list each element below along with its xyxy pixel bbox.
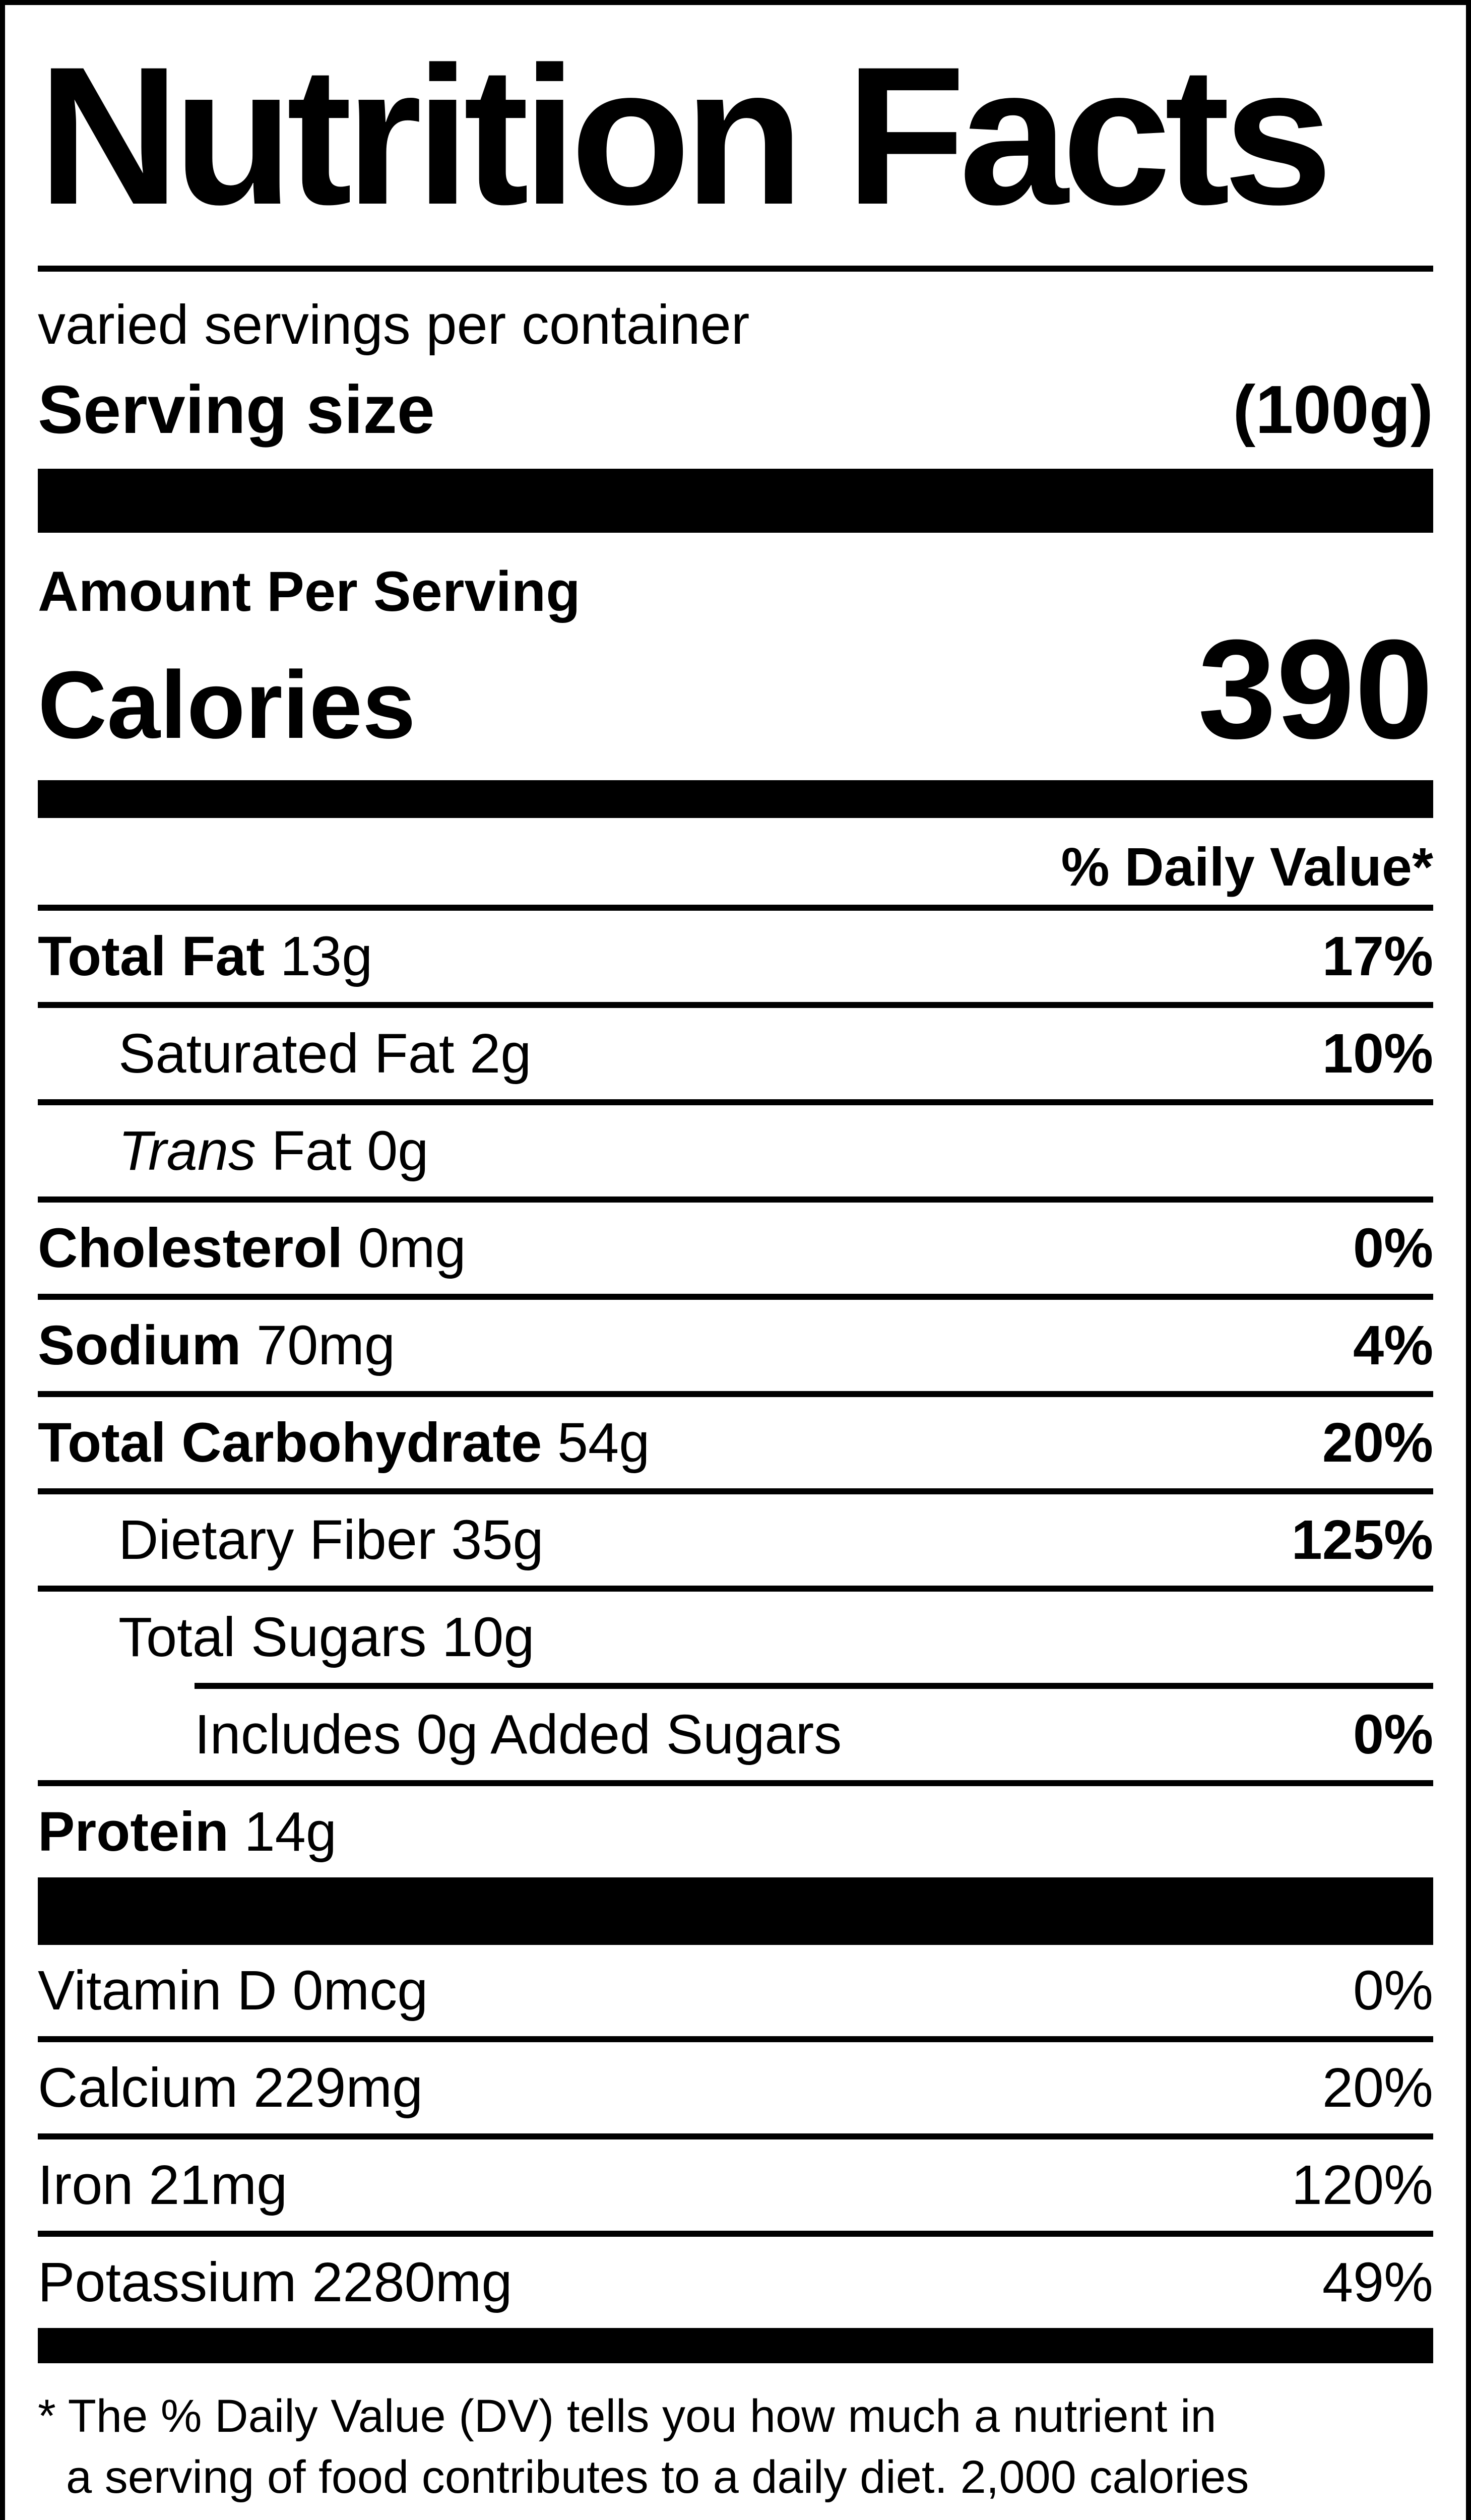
nutrient-row-total-sugars: Total Sugars 10g — [38, 1592, 1433, 1683]
nutrient-row-dietary-fiber: Dietary Fiber 35g 125% — [38, 1494, 1433, 1592]
nutrient-name: Cholesterol 0mg — [38, 1217, 466, 1279]
nutrient-percent: 20% — [1322, 1411, 1433, 1474]
separator-bar-medium — [38, 780, 1433, 818]
nutrient-percent: 125% — [1291, 1508, 1433, 1571]
vitamin-row-calcium: Calcium 229mg 20% — [38, 2042, 1433, 2139]
footnote-line-3: a day is used for general nutrition advi… — [38, 2508, 1433, 2520]
separator-bar-thick-top — [38, 468, 1433, 533]
nutrient-percent: 0% — [1353, 1703, 1433, 1766]
nutrient-row-protein: Protein 14g — [38, 1786, 1433, 1877]
nutrient-name: Total Carbohydrate 54g — [38, 1411, 650, 1474]
nutrient-name: Dietary Fiber 35g — [118, 1508, 544, 1571]
nutrient-percent: 10% — [1322, 1022, 1433, 1085]
nutrient-row-saturated-fat: Saturated Fat 2g 10% — [38, 1008, 1433, 1105]
vitamin-name: Potassium 2280mg — [38, 2251, 513, 2313]
calories-label: Calories — [38, 651, 416, 759]
nutrient-name: Protein 14g — [38, 1800, 337, 1863]
nutrient-row-total-fat: Total Fat 13g 17% — [38, 911, 1433, 1008]
separator-bar-thick-middle — [38, 1877, 1433, 1945]
serving-size-value: (100g) — [1233, 371, 1433, 448]
calories-row: Calories 390 — [38, 610, 1433, 768]
serving-size-label: Serving size — [38, 371, 435, 448]
vitamin-percent: 20% — [1322, 2056, 1433, 2119]
nutrient-row-trans-fat: Trans Fat 0g — [38, 1105, 1433, 1203]
servings-per-container: varied servings per container — [38, 293, 750, 356]
vitamin-percent: 0% — [1353, 1959, 1433, 2022]
label-title: Nutrition Facts — [38, 26, 1333, 245]
vitamin-row-iron: Iron 21mg 120% — [38, 2139, 1433, 2237]
separator-bar-bottom — [38, 2327, 1433, 2363]
vitamin-percent: 49% — [1322, 2251, 1433, 2313]
nutrient-name: Includes 0g Added Sugars — [195, 1703, 842, 1766]
daily-value-footnote: * The % Daily Value (DV) tells you how m… — [38, 2363, 1433, 2520]
vitamin-name: Calcium 229mg — [38, 2056, 423, 2119]
nutrient-percent: 4% — [1353, 1314, 1433, 1376]
daily-value-header: % Daily Value* — [38, 818, 1433, 911]
footnote-line-1: * The % Daily Value (DV) tells you how m… — [38, 2390, 1217, 2442]
nutrient-name: Total Sugars 10g — [118, 1606, 535, 1668]
amount-per-serving: Amount Per Serving — [38, 559, 581, 623]
nutrient-percent: 17% — [1322, 925, 1433, 987]
nutrient-row-total-carbohydrate: Total Carbohydrate 54g 20% — [38, 1397, 1433, 1494]
nutrient-percent: 0% — [1353, 1217, 1433, 1279]
nutrient-name: Sodium 70mg — [38, 1314, 396, 1376]
vitamin-row-vitamin-d: Vitamin D 0mcg 0% — [38, 1945, 1433, 2042]
nutrient-name: Total Fat 13g — [38, 925, 373, 987]
vitamin-percent: 120% — [1291, 2154, 1433, 2216]
calories-value: 390 — [1197, 610, 1433, 768]
vitamin-name: Vitamin D 0mcg — [38, 1959, 428, 2022]
title-section: Nutrition Facts — [38, 26, 1433, 272]
indented-divider — [195, 1682, 1433, 1689]
nutrient-row-cholesterol: Cholesterol 0mg 0% — [38, 1203, 1433, 1300]
nutrient-row-sodium: Sodium 70mg 4% — [38, 1300, 1433, 1397]
vitamin-name: Iron 21mg — [38, 2154, 288, 2216]
vitamin-row-potassium: Potassium 2280mg 49% — [38, 2237, 1433, 2328]
footnote-line-2: a serving of food contributes to a daily… — [66, 2451, 1249, 2503]
nutrient-name: Saturated Fat 2g — [118, 1022, 532, 1085]
serving-size-row: Serving size (100g) — [38, 355, 1433, 449]
nutrient-row-added-sugars: Includes 0g Added Sugars 0% — [38, 1689, 1433, 1786]
nutrient-name: Trans Fat 0g — [118, 1119, 429, 1182]
